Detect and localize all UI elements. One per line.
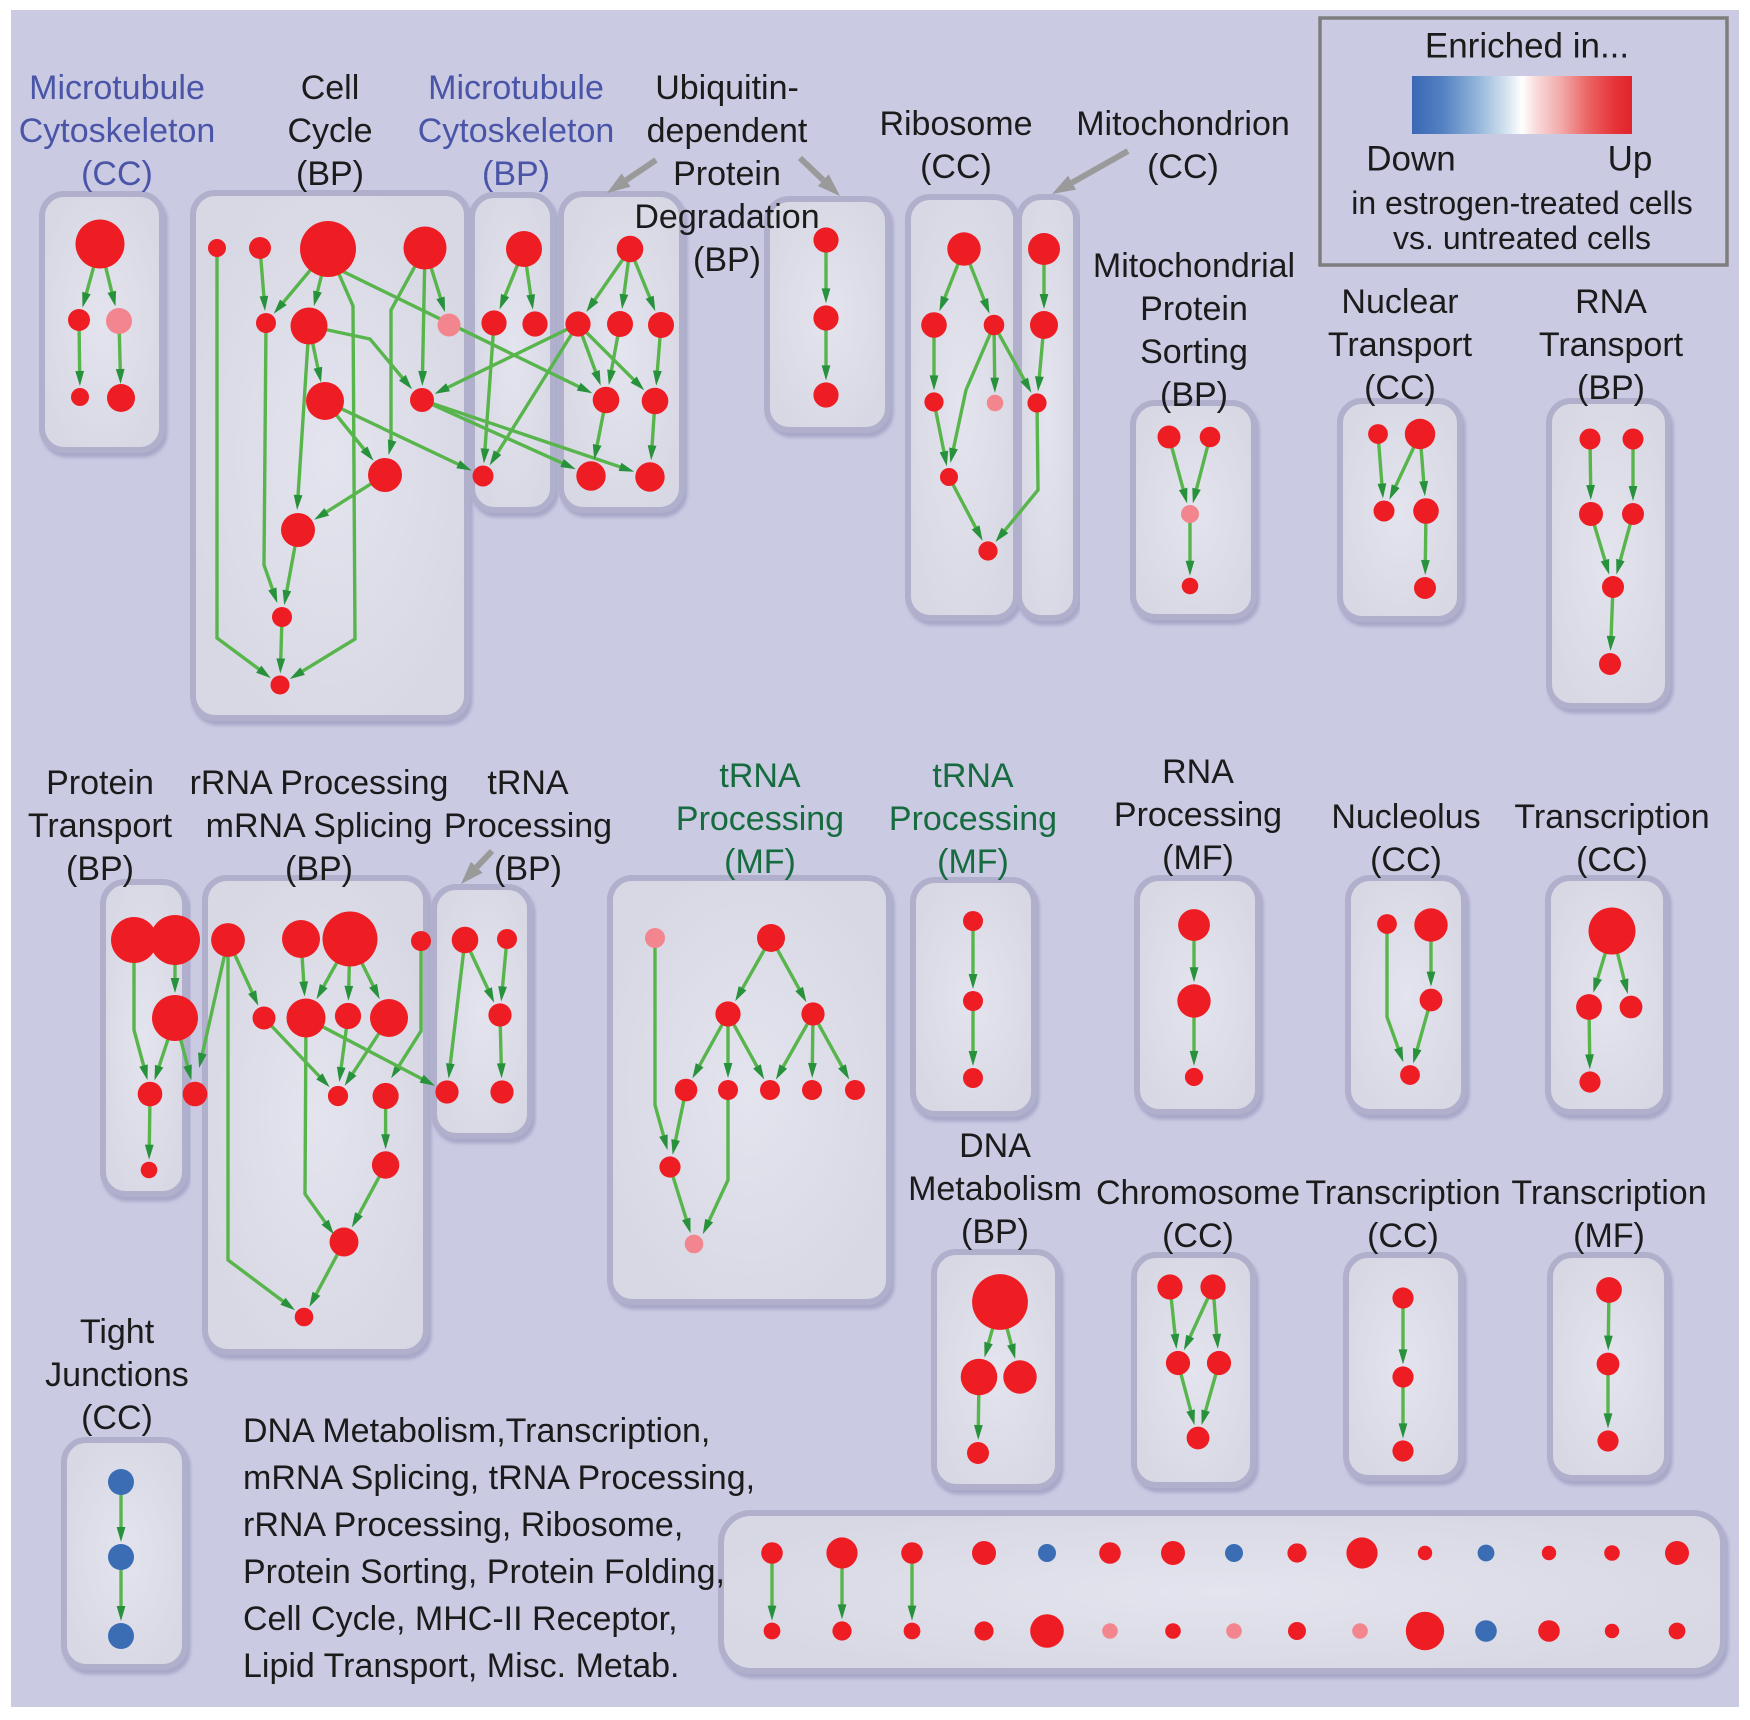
svg-text:Ribosome: Ribosome [879,105,1032,143]
svg-text:(BP): (BP) [66,850,134,888]
svg-text:DNA Metabolism,Transcription,: DNA Metabolism,Transcription, [243,1412,710,1450]
svg-text:Microtubule: Microtubule [428,69,604,107]
svg-text:Processing: Processing [1114,796,1282,834]
svg-text:in estrogen-treated cells: in estrogen-treated cells [1351,185,1693,221]
svg-text:(BP): (BP) [961,1213,1029,1251]
svg-text:Transcription: Transcription [1514,798,1709,836]
svg-text:(BP): (BP) [1160,376,1228,414]
svg-text:Lipid Transport, Misc. Metab.: Lipid Transport, Misc. Metab. [243,1647,680,1685]
svg-text:(CC): (CC) [81,1399,153,1437]
svg-text:Cytoskeleton: Cytoskeleton [19,112,216,150]
svg-text:(CC): (CC) [81,155,153,193]
svg-text:Ubiquitin-: Ubiquitin- [655,69,799,107]
svg-text:(MF): (MF) [1573,1217,1645,1255]
svg-text:(MF): (MF) [937,843,1009,881]
svg-text:(CC): (CC) [1370,841,1442,879]
svg-text:Cell Cycle, MHC-II Receptor,: Cell Cycle, MHC-II Receptor, [243,1600,678,1638]
svg-text:Protein: Protein [46,764,154,802]
svg-text:Mitochondrial: Mitochondrial [1093,247,1295,285]
svg-text:Chromosome: Chromosome [1096,1174,1300,1212]
svg-text:(CC): (CC) [1367,1217,1439,1255]
svg-text:Metabolism: Metabolism [908,1170,1082,1208]
svg-text:(CC): (CC) [1147,148,1219,186]
svg-text:Transport: Transport [1328,326,1473,364]
svg-text:tRNA: tRNA [932,757,1014,795]
svg-text:(MF): (MF) [724,843,796,881]
svg-text:Transcription: Transcription [1305,1174,1500,1212]
svg-text:mRNA Splicing, tRNA Processing: mRNA Splicing, tRNA Processing, [243,1459,755,1497]
svg-text:Processing: Processing [676,800,844,838]
svg-text:Cytoskeleton: Cytoskeleton [418,112,615,150]
svg-text:DNA: DNA [959,1127,1031,1165]
svg-text:RNA: RNA [1575,283,1647,321]
svg-text:Microtubule: Microtubule [29,69,205,107]
svg-text:vs. untreated cells: vs. untreated cells [1393,220,1651,256]
svg-text:Cell: Cell [301,69,360,107]
svg-text:rRNA Processing, Ribosome,: rRNA Processing, Ribosome, [243,1506,683,1544]
svg-text:(BP): (BP) [285,850,353,888]
svg-text:Protein: Protein [1140,290,1248,328]
svg-text:mRNA Splicing: mRNA Splicing [206,807,433,845]
svg-text:(CC): (CC) [1364,369,1436,407]
svg-text:Transport: Transport [1539,326,1684,364]
svg-text:(BP): (BP) [494,850,562,888]
svg-text:Transcription: Transcription [1511,1174,1706,1212]
svg-text:(BP): (BP) [482,155,550,193]
svg-text:tRNA: tRNA [487,764,569,802]
svg-text:Mitochondrion: Mitochondrion [1076,105,1290,143]
svg-text:Processing: Processing [444,807,612,845]
svg-text:Protein: Protein [673,155,781,193]
svg-text:Tight: Tight [80,1313,155,1351]
svg-text:Nuclear: Nuclear [1341,283,1458,321]
svg-text:Transport: Transport [28,807,173,845]
svg-text:(CC): (CC) [920,148,992,186]
svg-text:(CC): (CC) [1162,1217,1234,1255]
svg-text:Up: Up [1608,140,1653,179]
svg-text:Protein Sorting, Protein Foldi: Protein Sorting, Protein Folding, [243,1553,725,1591]
svg-text:(BP): (BP) [1577,369,1645,407]
svg-text:tRNA: tRNA [719,757,801,795]
svg-text:RNA: RNA [1162,753,1234,791]
svg-text:Down: Down [1366,140,1455,179]
svg-text:dependent: dependent [647,112,808,150]
svg-text:(MF): (MF) [1162,839,1234,877]
svg-text:Junctions: Junctions [45,1356,189,1394]
svg-text:Processing: Processing [889,800,1057,838]
svg-text:Nucleolus: Nucleolus [1331,798,1480,836]
svg-text:rRNA Processing: rRNA Processing [190,764,449,802]
svg-text:Degradation: Degradation [634,198,819,236]
svg-text:Cycle: Cycle [287,112,372,150]
svg-text:(BP): (BP) [693,241,761,279]
svg-text:(CC): (CC) [1576,841,1648,879]
svg-text:Enriched in...: Enriched in... [1425,27,1629,66]
svg-text:(BP): (BP) [296,155,364,193]
svg-text:Sorting: Sorting [1140,333,1248,371]
